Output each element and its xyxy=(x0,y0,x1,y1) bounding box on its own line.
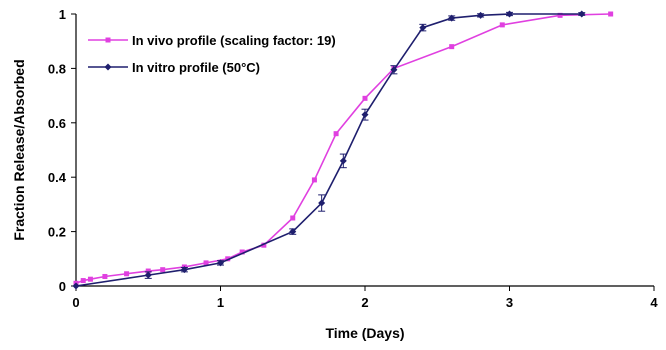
legend: In vivo profile (scaling factor: 19) In v… xyxy=(88,33,336,75)
series-2 xyxy=(72,10,586,290)
series-line xyxy=(75,13,611,285)
data-point xyxy=(578,10,586,18)
data-point xyxy=(608,11,614,17)
x-tick-label: 0 xyxy=(72,295,79,310)
legend-marker xyxy=(105,37,111,43)
data-point xyxy=(448,14,456,22)
data-point xyxy=(506,10,513,18)
legend-marker xyxy=(104,63,112,71)
data-point xyxy=(261,242,267,248)
legend-item-2: In vitro profile (50°C) xyxy=(88,60,260,75)
data-point xyxy=(289,228,297,236)
data-point xyxy=(449,44,455,50)
data-point xyxy=(203,260,209,266)
y-tick-label: 0.8 xyxy=(48,61,66,76)
legend-label: In vitro profile (50°C) xyxy=(132,60,260,75)
data-point xyxy=(144,271,152,279)
data-point xyxy=(499,22,505,28)
data-point xyxy=(87,276,93,282)
data-point xyxy=(225,256,231,262)
x-tick-label: 1 xyxy=(217,295,224,310)
y-tick-label: 0.2 xyxy=(48,225,66,240)
data-point xyxy=(145,268,151,274)
legend-label: In vivo profile (scaling factor: 19) xyxy=(132,33,336,48)
y-tick-label: 1 xyxy=(59,7,66,22)
y-tick-label: 0 xyxy=(59,279,66,294)
data-point xyxy=(290,215,296,221)
y-tick-label: 0.6 xyxy=(48,116,66,131)
data-point xyxy=(239,249,245,255)
data-point xyxy=(311,177,317,183)
series-layer xyxy=(72,10,614,290)
legend-item-1: In vivo profile (scaling factor: 19) xyxy=(88,33,336,48)
data-point xyxy=(339,157,347,165)
x-tick-label: 2 xyxy=(361,295,368,310)
data-point xyxy=(124,271,130,277)
data-point xyxy=(333,131,339,137)
x-tick-label: 3 xyxy=(506,295,513,310)
x-tick-label: 4 xyxy=(650,295,658,310)
data-point xyxy=(160,267,166,273)
data-point xyxy=(557,12,563,18)
data-point xyxy=(361,111,369,119)
x-axis-title: Time (Days) xyxy=(325,325,404,341)
data-point xyxy=(419,24,427,32)
axes: 0 1 2 3 4 0 0.2 0.4 0.6 0.8 1 xyxy=(48,7,658,310)
y-axis-title: Fraction Release/Absorbed xyxy=(11,59,27,240)
data-point xyxy=(80,278,86,284)
data-point xyxy=(477,11,485,19)
series-line xyxy=(75,13,582,287)
data-point xyxy=(390,66,398,74)
data-point xyxy=(318,199,326,207)
data-point xyxy=(72,282,80,290)
series-1 xyxy=(73,11,614,286)
data-point xyxy=(217,259,224,267)
data-point xyxy=(180,266,188,274)
data-point xyxy=(362,95,368,101)
y-tick-label: 0.4 xyxy=(48,170,67,185)
data-point xyxy=(102,273,108,279)
